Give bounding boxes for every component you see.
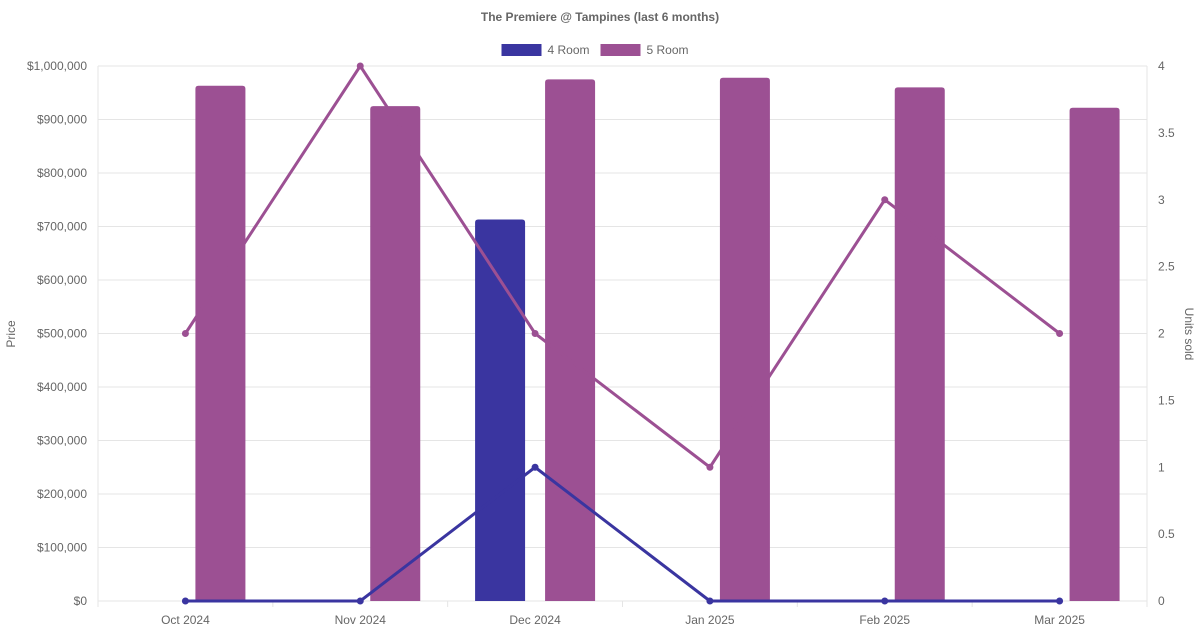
bar-5-room <box>894 87 945 601</box>
bar-series <box>195 77 1120 602</box>
y-right-tick-label: 0 <box>1158 594 1165 608</box>
legend-label: 4 Room <box>548 43 590 57</box>
bar-5-room <box>195 85 246 602</box>
legend-label: 5 Room <box>647 43 689 57</box>
point-5-room <box>1056 330 1064 337</box>
line-series <box>181 62 1064 605</box>
point-5-room <box>356 62 364 70</box>
y-left-tick-label: $100,000 <box>37 541 87 555</box>
line-4-room <box>185 465 1060 603</box>
point-4-room <box>356 597 364 605</box>
y-left-tick-label: $500,000 <box>37 327 87 341</box>
y-left-tick-label: $400,000 <box>37 380 87 394</box>
y-right-tick-label: 0.5 <box>1158 527 1175 541</box>
y-right-tick-label: 1 <box>1158 460 1165 474</box>
bar-5-room <box>545 79 596 601</box>
x-tick-label: Dec 2024 <box>509 613 561 627</box>
y-right-tick-label: 2 <box>1158 327 1165 341</box>
line-5-room <box>184 64 1061 469</box>
y-left-tick-label: $800,000 <box>37 166 87 180</box>
point-5-room <box>881 196 889 204</box>
point-4-room <box>1056 597 1064 605</box>
y-right-tick-label: 3.5 <box>1158 126 1175 140</box>
bar-5-room <box>719 77 770 601</box>
bar-5-room <box>1069 107 1120 601</box>
y-right-tick-label: 3 <box>1158 193 1165 207</box>
point-4-room <box>531 463 539 471</box>
x-tick-label: Feb 2025 <box>859 613 910 627</box>
y-left-tick-label: $300,000 <box>37 434 87 448</box>
y-right-tick-label: 2.5 <box>1158 260 1175 274</box>
x-tick-label: Nov 2024 <box>335 613 387 627</box>
y-left-tick-label: $1,000,000 <box>27 59 87 73</box>
y-left-tick-label: $900,000 <box>37 113 87 127</box>
bar-4-room <box>475 219 526 602</box>
y-right-tick-label: 4 <box>1158 59 1165 73</box>
legend: 4 Room 5 Room <box>501 43 689 57</box>
y-left-tick-label: $700,000 <box>37 220 87 234</box>
y-left-tick-label: $0 <box>74 594 88 608</box>
y-axis-right-label: Units sold <box>1182 308 1196 361</box>
grid-lines <box>97 65 1148 607</box>
point-4-room <box>881 597 889 605</box>
x-tick-label: Oct 2024 <box>161 613 210 627</box>
point-5-room <box>181 330 189 337</box>
point-4-room <box>706 597 714 605</box>
axes: $0 $100,000 $200,000 $300,000 $400,000 $500,0… <box>27 59 1175 627</box>
bar-5-room <box>370 106 421 601</box>
point-4-room <box>181 597 189 605</box>
y-right-tick-label: 1.5 <box>1158 393 1175 407</box>
point-5-room <box>531 330 539 337</box>
chart-title: The Premiere @ Tampines (last 6 months) <box>481 10 719 24</box>
y-left-tick-label: $200,000 <box>37 487 87 501</box>
x-tick-label: Jan 2025 <box>685 613 735 627</box>
x-tick-label: Mar 2025 <box>1034 613 1085 627</box>
y-left-tick-label: $600,000 <box>37 273 87 287</box>
legend-swatch <box>501 44 542 56</box>
legend-swatch <box>600 44 641 56</box>
point-5-room <box>706 463 714 471</box>
y-axis-left-label: Price <box>4 320 18 348</box>
